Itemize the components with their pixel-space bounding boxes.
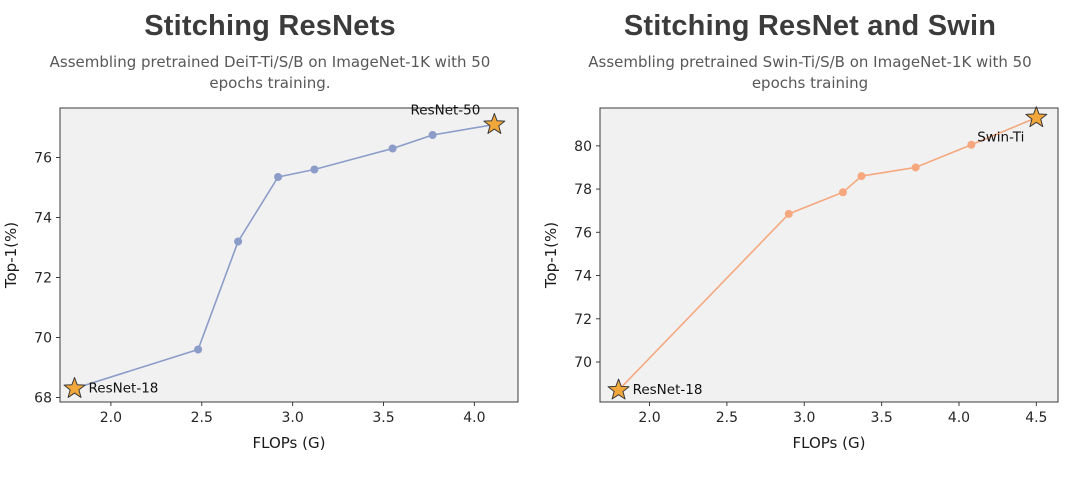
y-axis-label: Top-1(%) (2, 222, 20, 289)
x-tick-label: 4.5 (1025, 410, 1047, 426)
data-point (911, 163, 920, 172)
x-tick-label: 2.5 (716, 410, 738, 426)
y-tick-label: 68 (34, 391, 52, 407)
x-tick-label: 3.5 (372, 410, 394, 426)
y-tick-label: 80 (574, 139, 592, 155)
x-tick-label: 3.5 (870, 410, 892, 426)
data-point (310, 165, 319, 174)
x-tick-label: 4.0 (948, 410, 970, 426)
data-point (194, 345, 203, 354)
x-tick-label: 2.5 (191, 410, 213, 426)
chart-title-resnet-swin: Stitching ResNet and Swin (623, 10, 997, 42)
star-marker (63, 377, 86, 398)
y-tick-label: 76 (574, 225, 592, 241)
chart-subtitle-resnet-swin: Assembling pretrained Swin-Ti/S/B on Ima… (588, 53, 1032, 92)
y-tick-label: 70 (574, 355, 592, 371)
star-marker (607, 378, 630, 400)
x-tick-label: 3.0 (793, 410, 815, 426)
resnets-line-chart: 2.0 2.5 3.0 3.5 4.0 68 70 72 74 76 FLOPs (G) Top-1(… (2, 103, 519, 452)
data-point (857, 172, 866, 181)
y-tick-label: 74 (34, 211, 52, 227)
resnet-swin-line-chart: 2.0 2.5 3.0 3.5 4.0 4.5 70 72 74 76 78 80 FLOPs (G) T… (542, 106, 1059, 452)
x-tick-label: 2.0 (100, 410, 122, 426)
plot-area (59, 107, 519, 403)
chart-panel-resnets: Stitching ResNets Assembling pretrained … (2, 10, 519, 452)
x-axis-label: FLOPs (G) (253, 434, 326, 452)
data-point (428, 131, 437, 139)
data-point (838, 188, 847, 197)
y-tick-label: 72 (574, 312, 592, 328)
series-line (74, 123, 495, 390)
annotation-label: Swin-Ti (977, 130, 1024, 146)
data-point (784, 209, 793, 218)
y-tick-label: 78 (574, 182, 592, 198)
y-tick-label: 74 (574, 269, 592, 285)
chart-panel-resnet-swin: Stitching ResNet and Swin Assembling pre… (540, 0, 1080, 482)
data-point (274, 173, 283, 181)
x-tick-label: 4.0 (463, 410, 485, 426)
y-tick-label: 72 (34, 271, 52, 287)
x-tick-label: 2.0 (638, 410, 660, 426)
star-marker (1025, 106, 1048, 128)
annotation-label: ResNet-18 (89, 381, 159, 397)
x-tick-label: 3.0 (282, 410, 304, 426)
chart-title-resnets: Stitching ResNets (144, 10, 396, 42)
annotation-label: ResNet-18 (633, 382, 703, 398)
data-point (234, 237, 243, 246)
data-point (388, 144, 397, 153)
x-axis-label: FLOPs (G) (793, 434, 866, 452)
plot-area (599, 107, 1059, 403)
star-marker (483, 113, 506, 134)
annotation-label: ResNet-50 (410, 103, 480, 119)
data-point (967, 140, 976, 149)
y-axis-label: Top-1(%) (542, 222, 560, 289)
y-tick-label: 70 (34, 331, 52, 347)
chart-subtitle-resnets: Assembling pretrained DeiT-Ti/S/B on Ima… (49, 53, 491, 92)
y-tick-label: 76 (34, 151, 52, 167)
